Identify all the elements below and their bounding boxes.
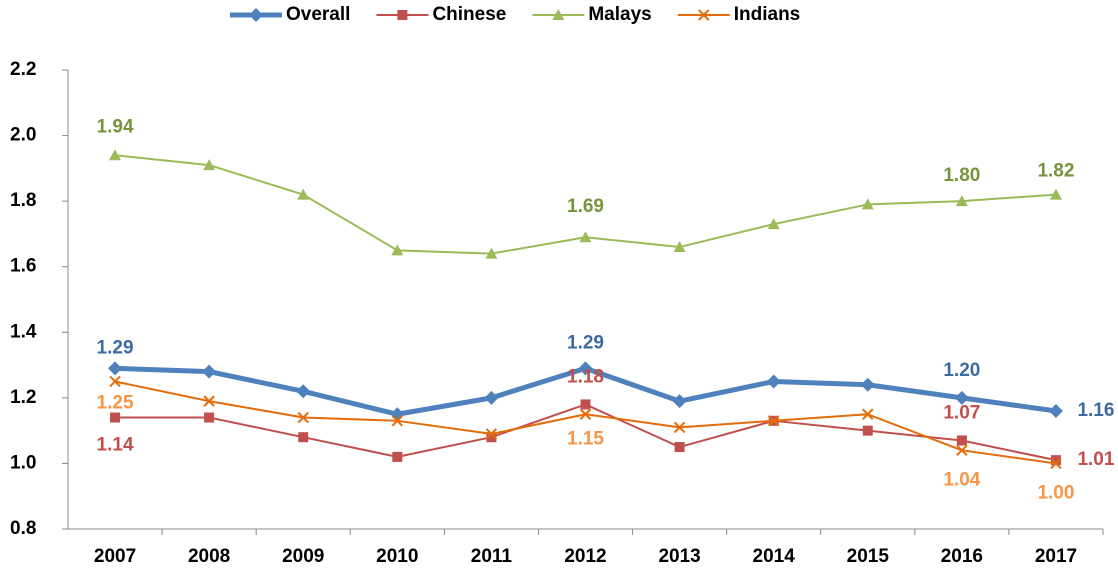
data-label: 1.29 bbox=[567, 332, 604, 353]
data-point bbox=[110, 413, 120, 423]
data-label: 1.80 bbox=[943, 165, 980, 186]
data-point bbox=[1049, 404, 1063, 418]
data-label: 1.15 bbox=[567, 428, 604, 449]
data-label: 1.94 bbox=[97, 116, 134, 137]
legend-label: Indians bbox=[734, 4, 801, 25]
x-tick-label: 2010 bbox=[376, 546, 418, 567]
data-label: 1.14 bbox=[97, 435, 134, 456]
y-tick-label: 2.2 bbox=[10, 59, 36, 80]
data-point bbox=[863, 426, 873, 436]
data-point bbox=[298, 432, 308, 442]
data-point bbox=[673, 394, 687, 408]
data-point bbox=[392, 452, 402, 462]
data-point bbox=[767, 374, 781, 388]
data-label: 1.01 bbox=[1077, 449, 1114, 470]
data-label: 1.18 bbox=[567, 366, 604, 387]
data-label: 1.25 bbox=[97, 392, 134, 413]
y-tick-label: 1.6 bbox=[10, 256, 36, 277]
data-point bbox=[204, 413, 214, 423]
data-label: 1.20 bbox=[943, 360, 980, 381]
data-label: 1.00 bbox=[1037, 482, 1074, 503]
x-tick-label: 2011 bbox=[471, 546, 513, 567]
legend-marker bbox=[397, 10, 407, 20]
x-tick-label: 2013 bbox=[658, 546, 700, 567]
legend-label: Overall bbox=[286, 4, 350, 25]
y-tick-label: 1.2 bbox=[10, 387, 36, 408]
data-label: 1.04 bbox=[943, 469, 980, 490]
data-point bbox=[675, 442, 685, 452]
legend-marker bbox=[249, 8, 263, 22]
x-tick-label: 2017 bbox=[1035, 546, 1077, 567]
x-tick-label: 2007 bbox=[94, 546, 136, 567]
data-label: 1.82 bbox=[1037, 161, 1074, 182]
chart: 0.8 1.0 1.2 1.4 1.6 1.8 2.0 2.2 2007 2008 2009 2010… bbox=[0, 0, 1118, 575]
y-tick-label: 1.4 bbox=[10, 321, 37, 342]
legend-label: Malays bbox=[588, 4, 651, 25]
data-label: 1.29 bbox=[97, 337, 134, 358]
x-tick-label: 2014 bbox=[753, 546, 796, 567]
y-tick-label: 2.0 bbox=[10, 125, 36, 146]
data-point bbox=[390, 407, 404, 421]
data-label: 1.16 bbox=[1077, 400, 1114, 421]
x-tick-label: 2016 bbox=[941, 546, 983, 567]
data-point bbox=[581, 399, 591, 409]
data-point bbox=[861, 378, 875, 392]
x-tick-label: 2012 bbox=[564, 546, 606, 567]
data-point bbox=[484, 391, 498, 405]
data-point bbox=[108, 361, 122, 375]
x-tick-label: 2015 bbox=[847, 546, 890, 567]
x-tick-label: 2008 bbox=[188, 546, 230, 567]
data-label: 1.69 bbox=[567, 196, 604, 217]
x-tick-label: 2009 bbox=[282, 546, 324, 567]
legend-label: Chinese bbox=[432, 4, 506, 25]
y-tick-label: 0.8 bbox=[10, 518, 36, 539]
y-tick-label: 1.8 bbox=[10, 190, 36, 211]
y-tick-label: 1.0 bbox=[10, 452, 36, 473]
data-label: 1.07 bbox=[943, 402, 980, 423]
data-point bbox=[202, 365, 216, 379]
data-point bbox=[296, 384, 310, 398]
data-point bbox=[957, 435, 967, 445]
